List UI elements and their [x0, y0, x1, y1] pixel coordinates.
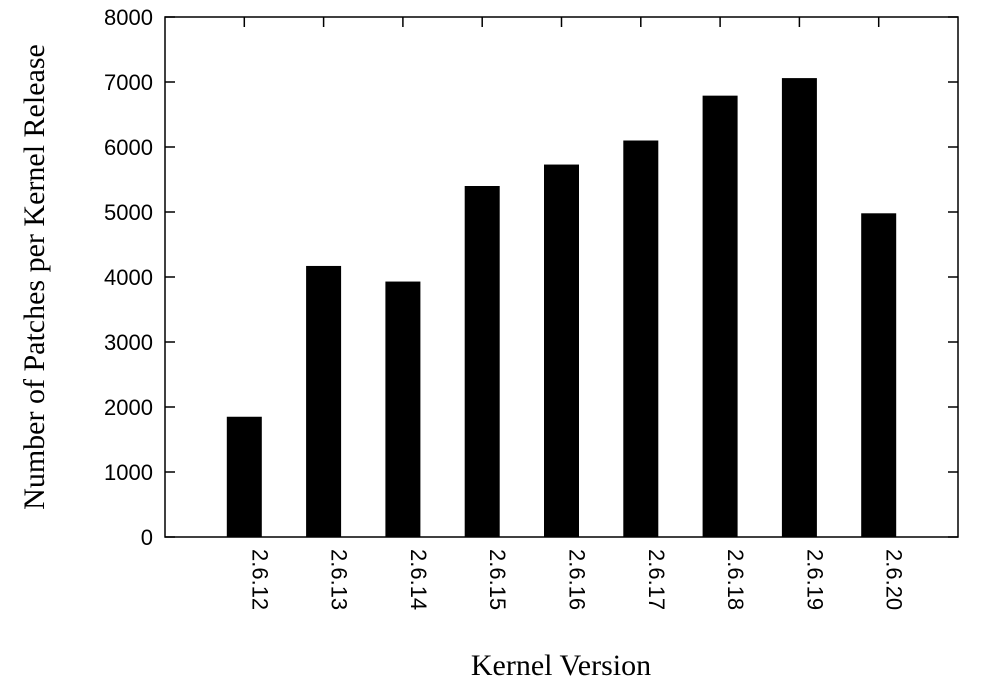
- x-tick-label: 2.6.16: [565, 549, 590, 610]
- y-axis-ticks: 0 1000 2000 3000 4000 5000 6000 7000 8000: [104, 5, 958, 550]
- x-tick-label: 2.6.20: [882, 549, 907, 610]
- x-tick-label: 2.6.19: [802, 549, 827, 610]
- x-tick-label: 2.6.13: [327, 549, 352, 610]
- bar-2.6.18: [702, 95, 738, 538]
- x-tick-label: 2.6.18: [723, 549, 748, 610]
- y-tick-label: 6000: [104, 135, 153, 160]
- y-tick-label: 7000: [104, 70, 153, 95]
- x-tick-label: 2.6.15: [485, 549, 510, 610]
- x-tick-label: 2.6.14: [406, 549, 431, 610]
- y-tick-label: 1000: [104, 460, 153, 485]
- x-tick-label: 2.6.12: [247, 549, 272, 610]
- y-tick-label: 0: [141, 525, 153, 550]
- y-tick-label: 5000: [104, 200, 153, 225]
- bar-2.6.20: [861, 213, 897, 538]
- bar-2.6.12: [226, 416, 262, 537]
- bar-2.6.17: [623, 140, 659, 537]
- bar-2.6.16: [544, 164, 579, 538]
- bars: [226, 78, 897, 538]
- y-tick-label: 3000: [104, 330, 153, 355]
- y-tick-label: 2000: [104, 395, 153, 420]
- bar-2.6.13: [306, 265, 342, 537]
- y-axis-title: Number of Patches per Kernel Release: [18, 44, 51, 510]
- bar-2.6.15: [464, 186, 500, 537]
- y-tick-label: 8000: [104, 5, 153, 30]
- x-tick-label: 2.6.17: [644, 549, 669, 610]
- y-tick-label: 4000: [104, 265, 153, 290]
- bar-2.6.19: [781, 78, 817, 537]
- bar-2.6.14: [385, 281, 421, 537]
- x-axis-title: Kernel Version: [471, 649, 651, 682]
- x-axis-ticks: 2.6.12 2.6.13 2.6.14 2.6.15 2.6.16 2.6.17 2.6.…: [243, 17, 907, 610]
